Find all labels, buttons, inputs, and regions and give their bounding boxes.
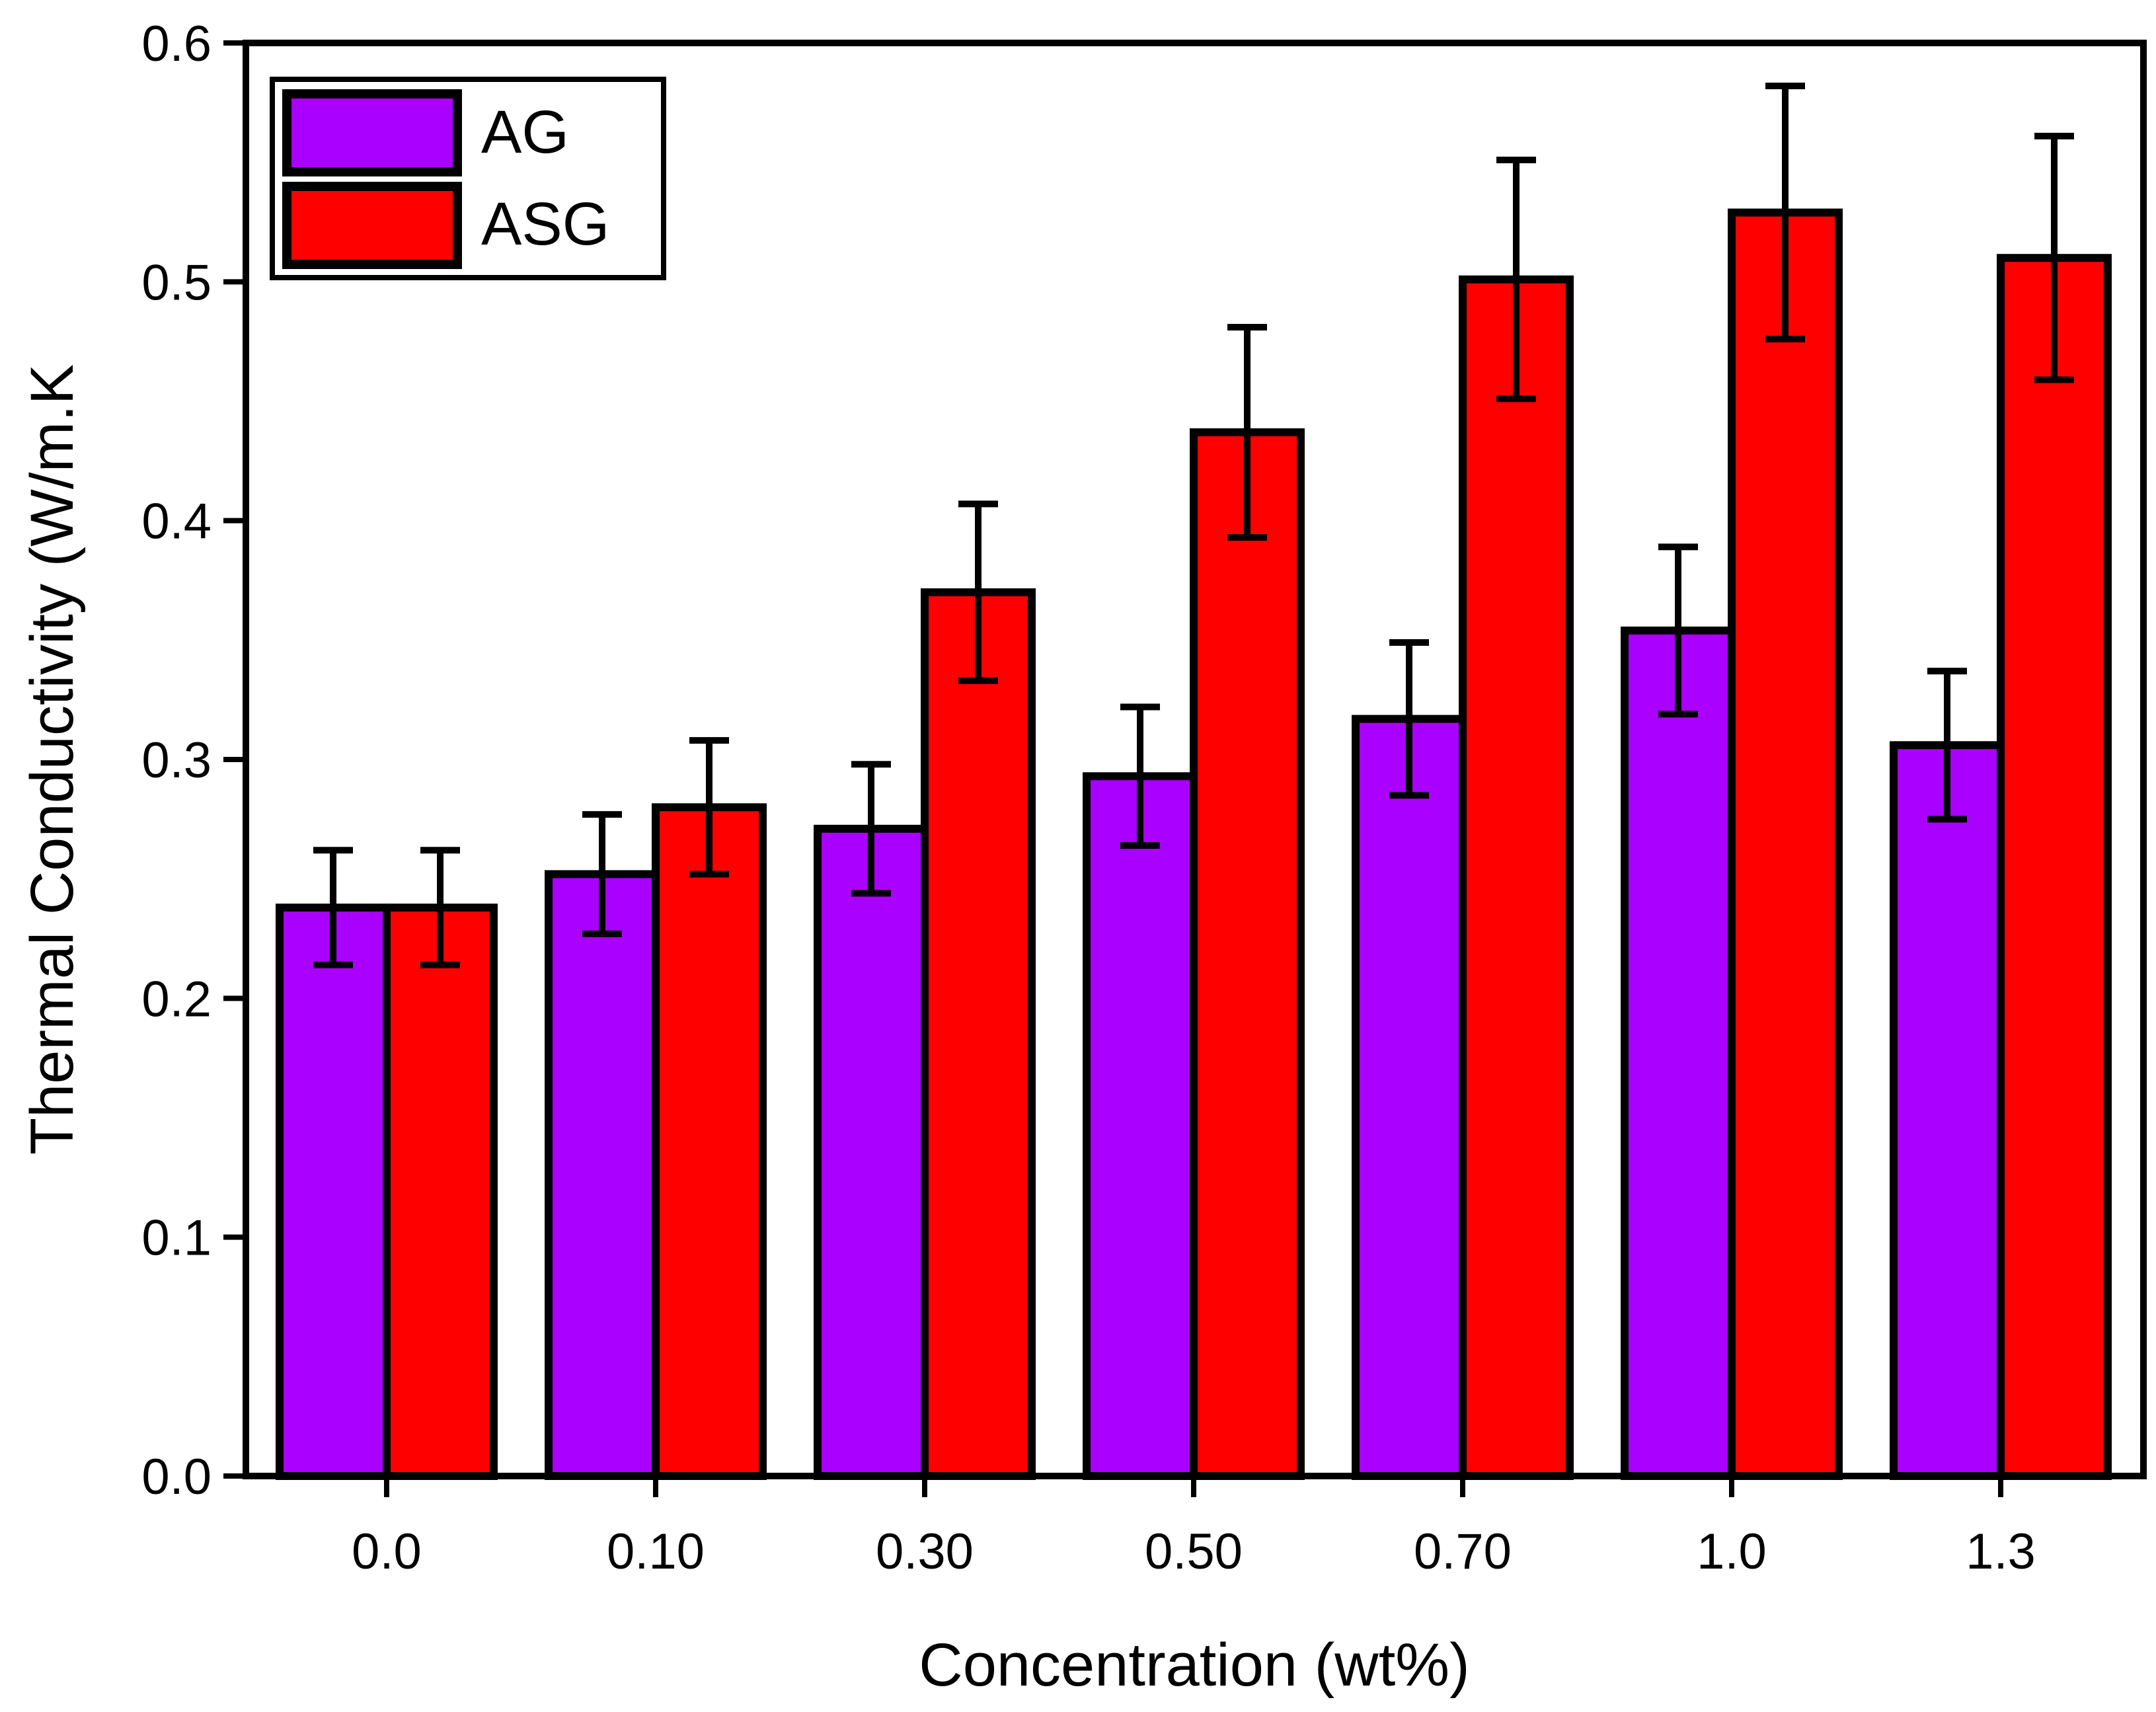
x-tick-label: 0.50 xyxy=(1145,1524,1243,1580)
bar-asg-5 xyxy=(1728,208,1843,1481)
legend-swatch-asg xyxy=(282,182,462,269)
bar-asg-4 xyxy=(1459,275,1574,1481)
bars-layer xyxy=(276,208,2112,1481)
y-tick-label: 0.0 xyxy=(141,1449,212,1505)
bar-ag-5 xyxy=(1621,626,1736,1480)
x-axis-title: Concentration (wt%) xyxy=(919,1631,1469,1699)
y-tick-label: 0.2 xyxy=(141,971,212,1027)
y-tick-label: 0.3 xyxy=(141,732,212,789)
legend-swatch-ag xyxy=(282,89,462,176)
x-tick-label: 1.0 xyxy=(1697,1524,1767,1580)
y-tick-label: 0.6 xyxy=(141,16,212,72)
bar-ag-0 xyxy=(276,904,391,1480)
x-tick-label: 1.3 xyxy=(1966,1524,2036,1580)
legend-label-asg: ASG xyxy=(481,190,609,258)
x-tick-label: 0.10 xyxy=(607,1524,705,1580)
x-tick-label: 0.0 xyxy=(352,1524,422,1580)
bar-asg-0 xyxy=(383,904,498,1480)
error-bars-layer xyxy=(313,83,2074,968)
x-tick-label: 0.70 xyxy=(1414,1524,1512,1580)
legend-label-ag: AG xyxy=(481,98,569,166)
bar-asg-6 xyxy=(1997,254,2112,1481)
bar-ag-2 xyxy=(814,824,929,1480)
bar-ag-4 xyxy=(1352,715,1467,1480)
x-axis: 0.0 0.10 0.30 0.50 0.70 1.0 1.3 xyxy=(352,1476,2036,1580)
y-axis-title: Thermal Conductivity (W/m.K xyxy=(19,364,86,1155)
bar-ag-3 xyxy=(1083,772,1198,1480)
y-tick-label: 0.1 xyxy=(141,1210,212,1266)
bar-asg-3 xyxy=(1190,428,1305,1480)
bar-ag-6 xyxy=(1890,741,2005,1480)
bar-ag-1 xyxy=(545,870,660,1480)
y-tick-label: 0.4 xyxy=(141,494,212,550)
x-tick-label: 0.30 xyxy=(876,1524,974,1580)
y-axis: 0.0 0.1 0.2 0.3 0.4 0.5 0.6 xyxy=(141,16,246,1505)
y-tick-label: 0.5 xyxy=(141,254,212,311)
bar-asg-1 xyxy=(652,803,767,1481)
bar-asg-2 xyxy=(921,588,1036,1480)
legend: AG ASG xyxy=(270,77,666,280)
